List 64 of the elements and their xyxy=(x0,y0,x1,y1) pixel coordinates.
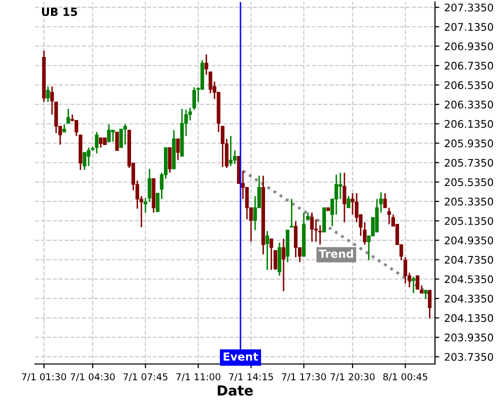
candlestick xyxy=(115,131,119,152)
x-tick-label: 7/1 17:30 xyxy=(282,373,326,382)
y-tick-label: 205.5350 xyxy=(444,178,494,186)
candlestick xyxy=(290,198,294,228)
candlestick xyxy=(86,146,90,167)
candlestick xyxy=(338,172,342,200)
candlestick xyxy=(176,138,180,161)
x-axis-title: Date xyxy=(218,385,253,396)
candlestick xyxy=(416,275,420,290)
candlestick xyxy=(282,238,286,292)
x-tick-label: 7/1 20:30 xyxy=(330,373,375,382)
candlestick xyxy=(270,238,274,271)
candlestick xyxy=(119,128,123,148)
y-tick-label: 206.1350 xyxy=(444,120,494,128)
candlestick xyxy=(82,152,86,171)
candlestick xyxy=(111,129,115,142)
y-tick-label: 204.1350 xyxy=(444,314,494,322)
x-tick-label: 7/1 01:30 xyxy=(22,373,66,382)
candlestick xyxy=(294,220,298,258)
x-tick-label: 7/1 04:30 xyxy=(70,373,115,382)
chart-title: UB 15 xyxy=(42,8,78,16)
candlestick xyxy=(412,276,416,294)
candlestick xyxy=(98,137,103,148)
candlestick xyxy=(379,192,383,214)
candlestick xyxy=(123,124,127,146)
candlestick xyxy=(228,135,233,167)
candlestick xyxy=(334,174,338,216)
candlestick xyxy=(404,256,408,284)
y-tick-label: 205.1350 xyxy=(444,217,494,225)
annotation: Event xyxy=(224,352,258,361)
candlestick xyxy=(346,195,350,208)
y-tick-label: 203.7350 xyxy=(444,352,494,361)
candlestick xyxy=(318,224,322,246)
y-tick-label: 205.3350 xyxy=(444,198,494,206)
y-tick-label: 206.7350 xyxy=(444,62,494,70)
series-label: Trend xyxy=(318,249,354,258)
y-tick-label: 204.7350 xyxy=(444,256,494,264)
candlestick xyxy=(274,250,278,271)
y-tick-label: 205.9350 xyxy=(444,139,494,148)
candlestick xyxy=(265,230,270,271)
y-tick-label: 204.9350 xyxy=(444,236,494,244)
candlestick xyxy=(428,290,432,320)
y-tick-label: 206.5350 xyxy=(444,81,494,90)
candlestick xyxy=(220,126,224,168)
x-tick-label: 8/1 00:45 xyxy=(383,373,428,382)
y-tick-label: 203.9350 xyxy=(444,334,494,342)
candlestick xyxy=(310,212,314,242)
y-tick-label: 206.9350 xyxy=(444,42,494,50)
y-tick-label: 206.3350 xyxy=(444,100,494,108)
candlestick xyxy=(107,124,111,142)
y-tick-label: 204.5350 xyxy=(444,275,494,284)
candlestick xyxy=(46,86,50,103)
y-tick-label: 205.7350 xyxy=(444,158,494,167)
candlestick xyxy=(66,108,70,124)
candlestick xyxy=(342,172,346,223)
y-tick-label: 207.3350 xyxy=(444,4,494,12)
y-tick-label: 204.3350 xyxy=(444,294,494,303)
x-tick-label: 7/1 11:00 xyxy=(176,373,220,382)
candlestick xyxy=(94,131,99,154)
y-tick-label: 207.1350 xyxy=(444,22,494,31)
candlestick xyxy=(168,146,172,174)
x-tick-label: 7/1 07:45 xyxy=(124,373,168,382)
candlestick xyxy=(192,86,196,110)
x-tick-label: 7/1 14:15 xyxy=(229,373,273,382)
